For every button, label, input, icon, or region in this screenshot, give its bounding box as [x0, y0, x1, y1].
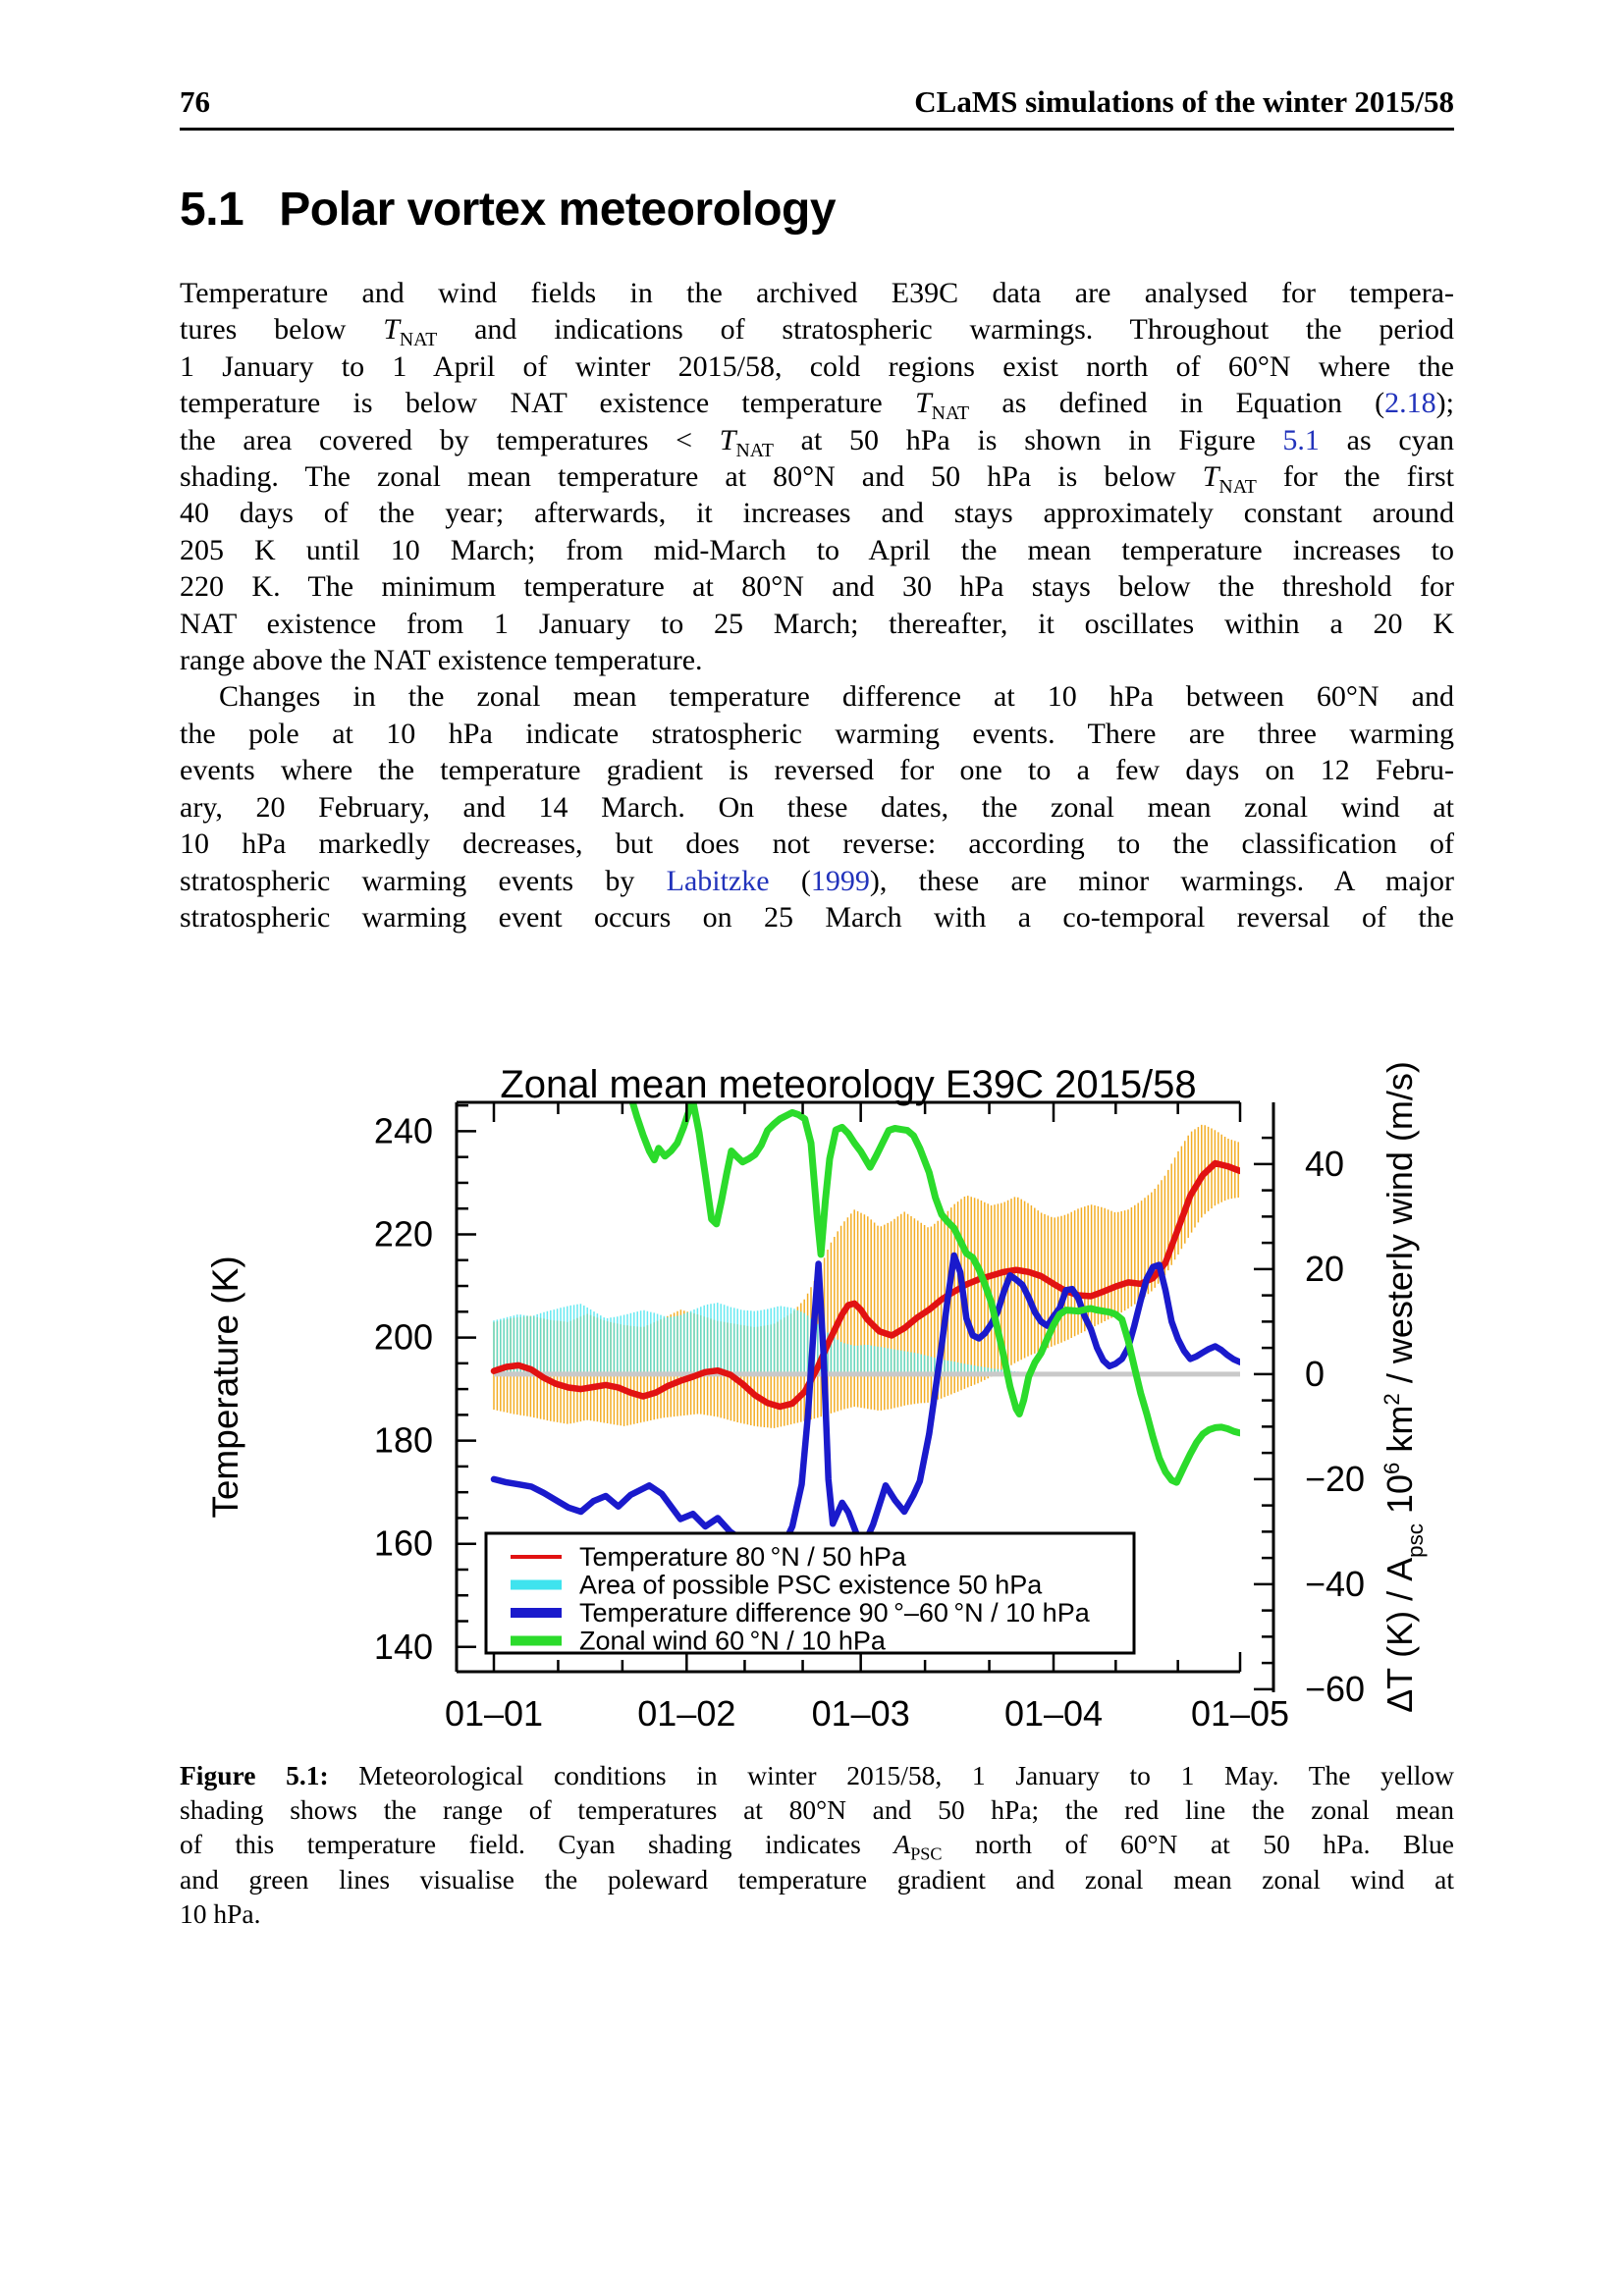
y-left-ticks	[457, 1103, 476, 1649]
math-variable: T	[383, 313, 400, 347]
body-text-line: temperature is below NAT existence tempe…	[180, 387, 1454, 425]
math-variable: T	[719, 423, 736, 456]
caption-line: and green lines visualise the poleward t…	[180, 1863, 1454, 1895]
y-right-tick-label: −40	[1305, 1564, 1365, 1604]
section-number: 5.1	[180, 184, 244, 236]
legend-box	[484, 1531, 1136, 1655]
y-right-axis	[1254, 1102, 1275, 1692]
body-text: Temperature and wind fields in the archi…	[180, 275, 1454, 935]
y-right-tick-label: −20	[1305, 1459, 1365, 1499]
body-text-line: Changes in the zonal mean temperature di…	[219, 680, 1454, 714]
y-left-tick-label: 220	[374, 1213, 433, 1254]
page-number: 76	[180, 84, 210, 119]
figure-5-1-chart: Zonal mean meteorology E39C 2015/58 01–01…	[205, 1061, 1428, 1734]
y-right-tick-label: 0	[1305, 1354, 1325, 1394]
x-tick-label: 01–01	[445, 1693, 543, 1734]
caption-line: of this temperature field. Cyan shading …	[180, 1829, 1454, 1864]
body-text-line: Temperature and wind fields in the archi…	[180, 277, 1454, 309]
x-tick-label: 01–04	[1004, 1693, 1103, 1734]
figure-5-1: Zonal mean meteorology E39C 2015/58 01–01…	[177, 1052, 1453, 1744]
x-tick-label: 01–02	[637, 1693, 735, 1734]
chart-title: Zonal mean meteorology E39C 2015/58	[500, 1063, 1196, 1106]
y-right-axis-label: ΔT (K) / Apsc 106 km2 / westerly wind (m…	[1380, 1061, 1428, 1713]
legend-label: Temperature 80 °N / 50 hPa	[579, 1542, 907, 1572]
y-right-tick-label: 20	[1305, 1249, 1344, 1289]
body-text-line: stratospheric warming event occurs on 25…	[180, 900, 1454, 934]
body-text-line: 40 days of the year; afterwards, it incr…	[180, 497, 1454, 530]
caption-line: Figure 5.1: Meteorological conditions in…	[180, 1760, 1454, 1790]
body-text-line: 220 K. The minimum temperature at 80°N a…	[180, 570, 1454, 604]
cross-reference-link[interactable]: 2.18	[1384, 387, 1436, 420]
series-line	[490, 1252, 1240, 1563]
body-text-line: shading. The zonal mean temperature at 8…	[180, 460, 1454, 499]
caption-line: 10 hPa.	[180, 1897, 261, 1929]
cross-reference-link[interactable]: Labitzke	[666, 864, 770, 897]
legend-label: Area of possible PSC existence 50 hPa	[579, 1571, 1043, 1600]
y-right-tick-label: 40	[1305, 1144, 1344, 1184]
legend-label: Zonal wind 60 °N / 10 hPa	[579, 1627, 887, 1656]
legend-label: Temperature difference 90 °–60 °N / 10 h…	[579, 1598, 1091, 1628]
cross-reference-link[interactable]: 1999	[810, 864, 870, 897]
body-text-line: 205 K until 10 March; from mid-March to …	[180, 533, 1454, 566]
y-left-tick-label: 200	[374, 1317, 433, 1358]
running-title: CLaMS simulations of the winter 2015/58	[914, 84, 1454, 119]
x-axis-ticks	[492, 1102, 1242, 1672]
body-text-line: stratospheric warming events by Labitzke…	[180, 864, 1454, 897]
section-title: Polar vortex meteorology	[279, 184, 837, 236]
body-text-line: the pole at 10 hPa indicate stratospheri…	[180, 717, 1454, 750]
series-line	[628, 1102, 1240, 1486]
series-line	[490, 1159, 1240, 1411]
figure-caption: Figure 5.1: Meteorological conditions in…	[180, 1758, 1454, 1931]
y-right-tick-label: −60	[1305, 1669, 1365, 1709]
bold-text: Figure 5.1:	[180, 1760, 329, 1790]
hatch-band-cyan	[493, 1303, 1050, 1374]
y-left-tick-label: 180	[374, 1420, 433, 1461]
caption-line: shading shows the range of temperatures …	[180, 1794, 1454, 1826]
y-left-axis-label: Temperature (K)	[205, 1255, 245, 1518]
y-left-tick-label: 240	[374, 1110, 433, 1150]
math-variable: A	[893, 1829, 911, 1860]
chart-frame	[455, 1100, 1240, 1674]
math-variable: T	[914, 387, 932, 420]
body-text-line: tures below TNAT and indications of stra…	[180, 313, 1454, 351]
body-text-line: events where the temperature gradient is…	[180, 754, 1454, 787]
header-rule	[180, 128, 1454, 131]
body-text-line: 1 January to 1 April of winter 2015/58, …	[180, 349, 1454, 383]
body-text-line: NAT existence from 1 January to 25 March…	[180, 607, 1454, 640]
body-text-line: 10 hPa markedly decreases, but does not …	[180, 828, 1454, 861]
section-heading: 5.1 Polar vortex meteorology	[180, 183, 1454, 237]
plot-area	[490, 1102, 1240, 1563]
x-tick-label: 01–05	[1191, 1693, 1289, 1734]
body-text-line: ary, 20 February, and 14 March. On these…	[180, 790, 1454, 824]
y-left-tick-label: 160	[374, 1523, 433, 1564]
body-text-line: range above the NAT existence temperatur…	[180, 644, 703, 677]
math-variable: T	[1202, 460, 1219, 494]
x-tick-label: 01–03	[812, 1693, 910, 1734]
body-text-line: the area covered by temperatures < TNAT …	[180, 423, 1454, 461]
y-left-tick-label: 140	[374, 1627, 433, 1667]
cross-reference-link[interactable]: 5.1	[1282, 423, 1320, 456]
